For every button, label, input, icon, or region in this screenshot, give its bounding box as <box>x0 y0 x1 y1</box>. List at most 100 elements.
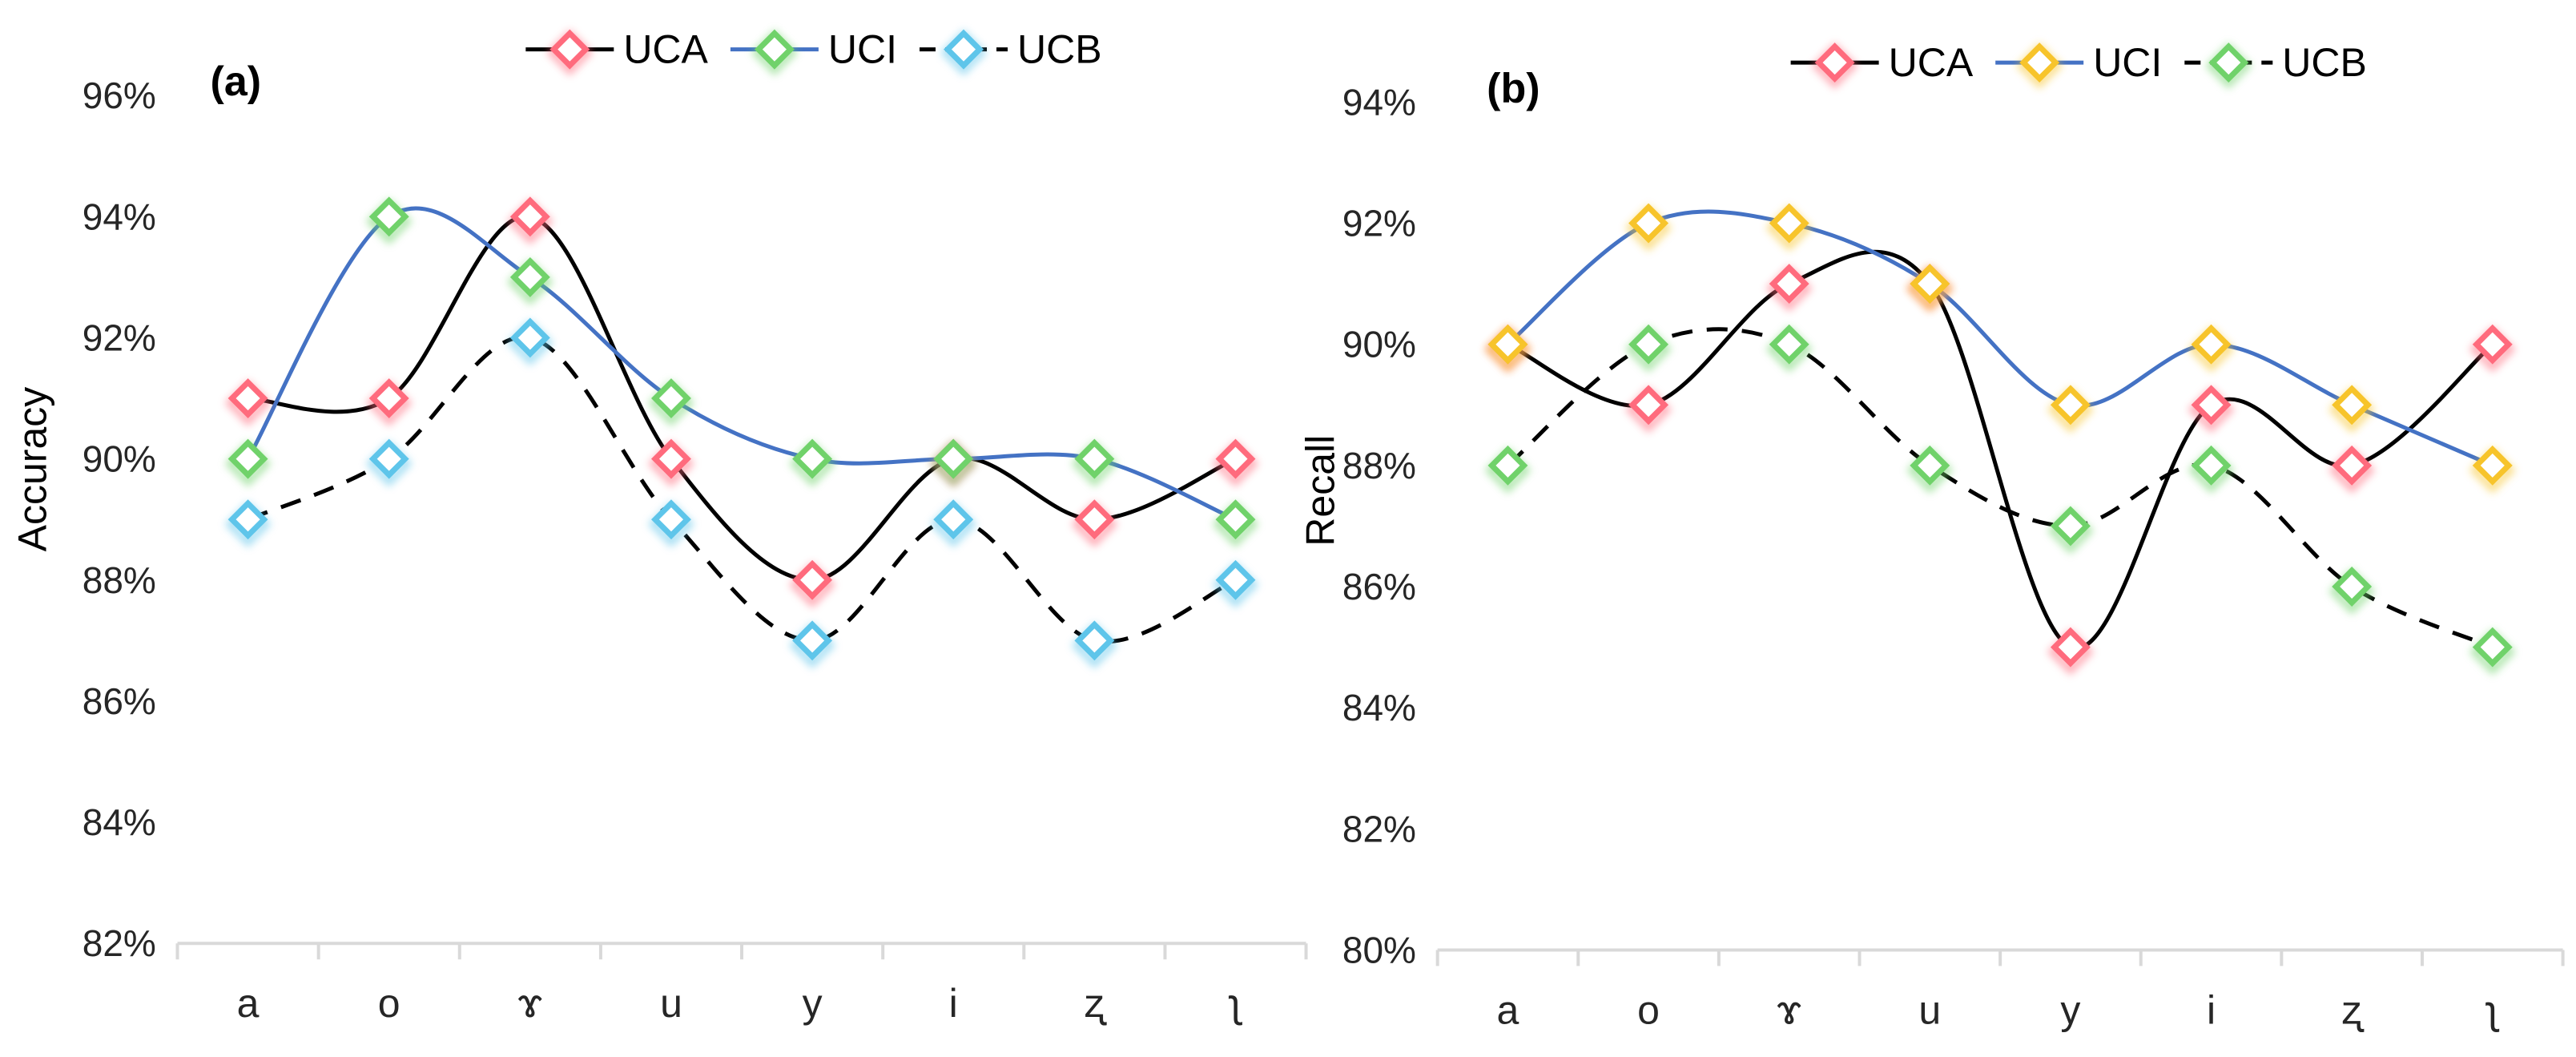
point-ucb <box>1624 324 1672 373</box>
panel-label: (b) <box>1487 65 1540 111</box>
point-ucb <box>2047 506 2094 555</box>
x-tick-label: u <box>1918 987 1941 1032</box>
recall-panel: 80% 82% 84% 86% 88% 90% 92% 94% a o ɤ u y i ʐ ʅ Recall (b… <box>1298 40 2565 1032</box>
point-uca <box>647 438 695 487</box>
legend-marker <box>2205 42 2252 90</box>
legend-label: UCA <box>1889 40 1974 85</box>
point-uca <box>2188 385 2235 434</box>
point-uci-shape <box>1910 264 1950 305</box>
x-tick-label: ɤ <box>517 981 542 1026</box>
point-ucb <box>1765 324 1813 373</box>
y-tick-label: 90% <box>83 438 156 480</box>
point-uci-shape <box>2332 385 2373 426</box>
point-ucb <box>789 620 836 669</box>
point-ucb-shape <box>509 317 550 358</box>
point-uci-shape <box>651 378 691 418</box>
point-uci-shape <box>227 438 268 479</box>
x-tick-label: ʐ <box>1085 981 1107 1026</box>
point-uca <box>1765 264 1813 313</box>
point-uca <box>2328 445 2376 494</box>
series-line-uca <box>248 214 1237 583</box>
point-uci <box>2469 445 2516 494</box>
x-tick-label: ʐ <box>2342 987 2365 1032</box>
point-uca-shape <box>509 196 550 237</box>
y-tick-label: 80% <box>1342 929 1416 970</box>
x-tick-label: y <box>2060 987 2080 1032</box>
point-ucb <box>224 499 272 548</box>
point-ucb <box>1212 559 1259 608</box>
point-uca <box>2469 324 2516 373</box>
point-ucb <box>1484 445 1532 494</box>
point-uci <box>789 438 836 487</box>
point-ucb <box>365 438 413 487</box>
y-tick-label: 82% <box>1342 808 1416 849</box>
point-ucb <box>647 499 695 548</box>
legend-item-ucb: UCB <box>2184 40 2367 90</box>
point-ucb <box>1906 445 1954 494</box>
point-uci-shape <box>509 256 550 297</box>
point-uci-shape <box>2191 324 2232 365</box>
y-tick-label: 94% <box>1342 81 1416 123</box>
legend-item-ucb: UCB <box>920 27 1102 76</box>
y-tick-label: 86% <box>1342 566 1416 607</box>
x-tick-label: ʅ <box>1228 981 1242 1026</box>
point-uci <box>365 196 413 245</box>
point-uci <box>1071 438 1118 487</box>
point-ucb <box>2328 567 2376 615</box>
y-tick-label: 94% <box>83 196 156 237</box>
point-ucb-shape <box>2332 567 2373 607</box>
point-ucb-shape <box>1769 324 1809 365</box>
point-uca <box>1212 438 1259 487</box>
legend-marker-shape <box>2019 42 2060 83</box>
legend-marker <box>2016 42 2063 90</box>
point-uci-shape <box>792 438 833 479</box>
point-uca-shape <box>2472 324 2513 365</box>
legend-marker <box>1811 42 1858 90</box>
y-tick-label: 88% <box>1342 445 1416 486</box>
legend-label: UCB <box>1017 27 1102 72</box>
x-tick-label: o <box>378 981 400 1026</box>
point-uci-shape <box>1628 203 1669 244</box>
point-ucb-shape <box>792 620 833 661</box>
point-uci <box>506 256 553 305</box>
x-tick-label: a <box>1497 987 1519 1032</box>
point-uca-shape <box>368 378 409 418</box>
point-ucb-shape <box>2050 506 2091 547</box>
point-uci <box>2047 385 2094 434</box>
legend-item-uci: UCI <box>1995 40 2162 90</box>
point-uci <box>1906 264 1954 313</box>
point-uci-shape <box>1487 324 1528 365</box>
y-tick-label: 96% <box>83 75 156 116</box>
legend-label: UCI <box>2093 40 2162 85</box>
point-uca <box>1071 499 1118 548</box>
point-uci <box>1212 499 1259 548</box>
point-uci <box>1765 203 1813 252</box>
point-uci <box>224 438 272 487</box>
point-uca <box>506 196 553 245</box>
series-line-uca <box>1507 249 2494 651</box>
point-uca <box>1624 385 1672 434</box>
y-tick-label: 88% <box>83 559 156 601</box>
point-uca <box>365 378 413 427</box>
point-uca-shape <box>1074 499 1115 540</box>
legend-marker <box>751 29 798 76</box>
point-ucb-shape <box>2472 627 2513 668</box>
x-tick-label: u <box>660 981 682 1026</box>
point-uca-shape <box>2191 385 2232 426</box>
legend-marker-shape <box>944 29 984 70</box>
point-uci-shape <box>1769 203 1809 244</box>
point-uci <box>1624 203 1672 252</box>
point-ucb-shape <box>1910 445 1950 486</box>
y-axis-title: Recall <box>1298 435 1342 547</box>
point-uca <box>789 559 836 608</box>
legend-marker-shape <box>754 29 795 70</box>
y-tick-label: 86% <box>83 680 156 722</box>
x-tick-label: y <box>803 981 823 1026</box>
series-line-ucb <box>247 335 1237 644</box>
legend-item-uci: UCI <box>730 27 897 76</box>
point-uca-shape <box>1215 438 1256 479</box>
point-uci <box>2188 324 2235 373</box>
y-axis-title: Accuracy <box>10 387 54 552</box>
point-uci-shape <box>933 438 974 479</box>
